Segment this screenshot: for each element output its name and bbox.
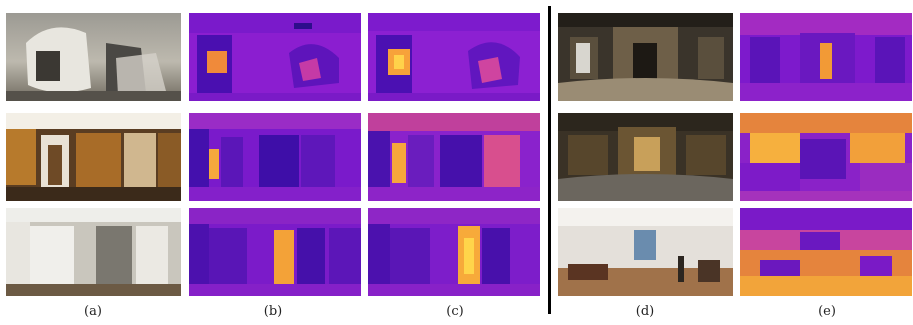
- depth-map-c-row3: [368, 208, 540, 296]
- depth-map-e-row3: [740, 208, 912, 296]
- depth-map-e-row2: [740, 113, 912, 201]
- depth-map-b-row3: [189, 208, 361, 296]
- column-label-c: (c): [446, 304, 464, 319]
- column-label-e: (e): [818, 304, 836, 319]
- depth-map-b-row2: [189, 113, 361, 201]
- depth-map-b-row1: [189, 13, 361, 101]
- rgb-panorama-row3: [6, 208, 181, 296]
- rgb-panorama-row2-d: [558, 113, 733, 201]
- rgb-panorama-row1: [6, 13, 181, 101]
- column-label-d: (d): [635, 304, 655, 319]
- column-label-b: (b): [263, 304, 283, 319]
- column-separator: [548, 6, 551, 314]
- depth-map-e-row1: [740, 13, 912, 101]
- rgb-panorama-row3-d: [558, 208, 733, 296]
- rgb-panorama-row2: [6, 113, 181, 201]
- depth-map-c-row2: [368, 113, 540, 201]
- column-label-a: (a): [84, 304, 102, 319]
- depth-map-c-row1: [368, 13, 540, 101]
- rgb-panorama-row1-d: [558, 13, 733, 101]
